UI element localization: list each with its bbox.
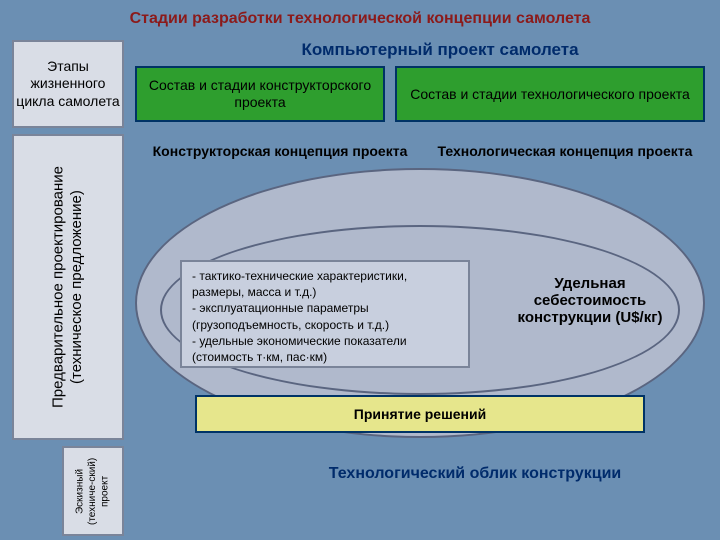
lifecycle-stage-1: Предварительное проектирование (техничес… [12, 134, 124, 440]
lifecycle-stage-2-label: Эскизный (техниче-ский) проект [74, 448, 112, 534]
green-left-label: Состав и стадии конструкторского проекта [137, 77, 383, 111]
lifecycle-header-label: Этапы жизненного цикла самолета [14, 58, 122, 111]
decision-box: Принятие решений [195, 395, 645, 433]
decision-label: Принятие решений [354, 406, 486, 422]
green-right-label: Состав и стадии технологического проекта [410, 86, 690, 103]
computer-project-header: Компьютерный проект самолета [180, 40, 700, 60]
lifecycle-stage-1-label: Предварительное проектирование (техничес… [49, 136, 87, 438]
concept-left: Конструкторская концепция проекта [140, 143, 420, 159]
outcome-label: Технологический облик конструкции [300, 465, 650, 483]
inner-details: - тактико-технические характеристики, ра… [180, 260, 470, 368]
page-title: Стадии разработки технологической концеп… [0, 10, 720, 28]
concept-right: Технологическая концепция проекта [430, 143, 700, 159]
cost-label: Удельная себестоимость конструкции (U$/к… [500, 275, 680, 326]
lifecycle-header: Этапы жизненного цикла самолета [12, 40, 124, 128]
green-box-right: Состав и стадии технологического проекта [395, 66, 705, 122]
lifecycle-stage-2: Эскизный (техниче-ский) проект [62, 446, 124, 536]
green-box-left: Состав и стадии конструкторского проекта [135, 66, 385, 122]
